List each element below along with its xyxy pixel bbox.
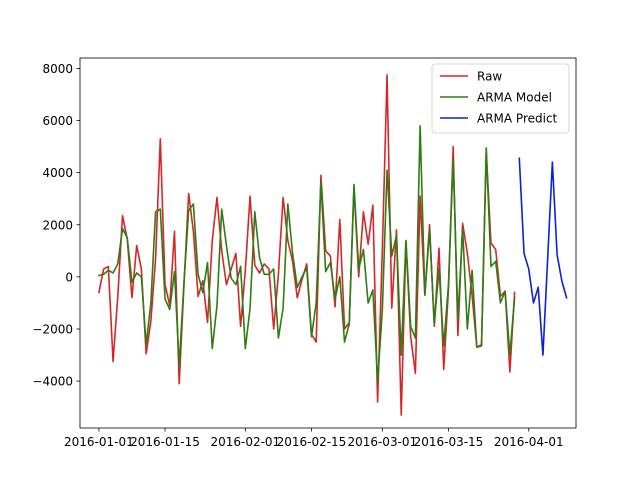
- legend: Raw ARMA Model ARMA Predict: [431, 63, 570, 134]
- series-line-arma-model: [97, 124, 516, 382]
- x-tick-label: 2016-02-15: [277, 435, 347, 449]
- y-tick-label: −4000: [32, 375, 73, 389]
- series-arma-model: [97, 124, 516, 382]
- x-tick-label: 2016-03-15: [414, 435, 484, 449]
- y-tick-label: 2000: [42, 218, 73, 232]
- x-tick-label: 2016-01-01: [64, 435, 134, 449]
- series-raw: [97, 74, 516, 416]
- legend-frame: [431, 63, 570, 134]
- legend-label-arma-predict: ARMA Predict: [477, 112, 558, 126]
- legend-label-raw: Raw: [477, 70, 502, 84]
- y-tick-label: −2000: [32, 322, 73, 336]
- y-tick-label: 0: [65, 270, 73, 284]
- y-tick-label: 4000: [42, 166, 73, 180]
- x-tick-label: 2016-02-01: [210, 435, 280, 449]
- legend-label-arma-model: ARMA Model: [477, 91, 552, 105]
- series-line-raw: [97, 74, 516, 416]
- x-tick-label: 2016-04-01: [494, 435, 564, 449]
- x-tick-label: 2016-03-01: [347, 435, 417, 449]
- x-tick-label: 2016-01-15: [130, 435, 200, 449]
- series-line-arma-predict: [518, 157, 568, 356]
- plot-frame: [79, 57, 577, 429]
- y-axis: −4000 −2000 0 2000 4000 6000 8000: [32, 62, 80, 389]
- series-layer: [97, 74, 568, 416]
- y-tick-label: 6000: [42, 114, 73, 128]
- series-arma-predict: [518, 157, 568, 356]
- y-tick-label: 8000: [42, 62, 73, 76]
